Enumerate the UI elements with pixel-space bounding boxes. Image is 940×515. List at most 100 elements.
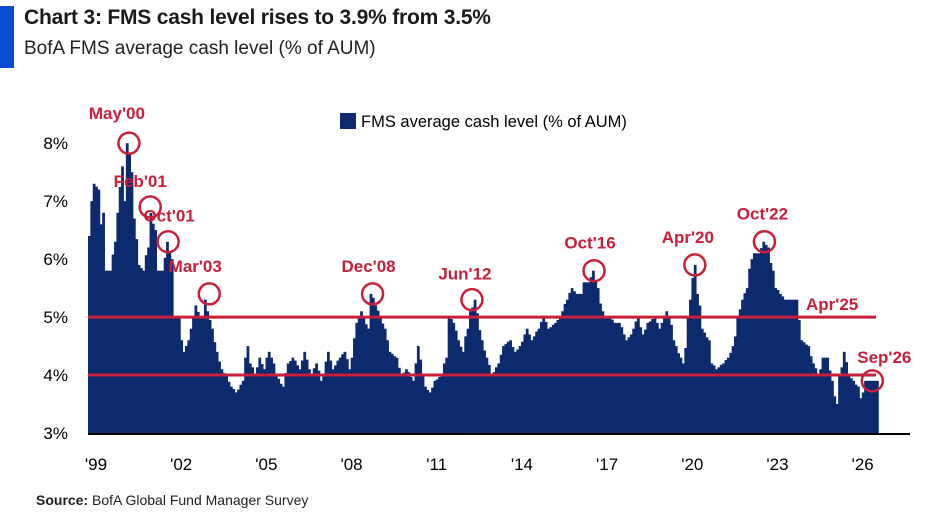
bar — [459, 346, 463, 433]
bar — [327, 351, 330, 433]
bar — [589, 277, 593, 433]
bar — [828, 370, 832, 433]
bar — [724, 360, 728, 433]
bar — [211, 328, 214, 433]
x-tick-label: '26 — [852, 455, 874, 474]
bar — [225, 375, 229, 433]
bar — [547, 328, 550, 433]
bar — [466, 328, 470, 433]
bar — [386, 340, 389, 433]
bar — [293, 360, 297, 433]
annotation-label: Feb'01 — [114, 172, 167, 191]
bar — [601, 311, 605, 433]
x-tick-label: '11 — [426, 455, 447, 474]
annotation-label: Oct'01 — [143, 207, 194, 226]
bar — [433, 380, 437, 433]
bar — [566, 299, 569, 433]
bar — [632, 328, 636, 433]
bar — [350, 357, 354, 433]
bar — [395, 357, 399, 433]
title-accent-bar — [0, 6, 14, 68]
annotation-circle — [197, 282, 222, 306]
annotation-label: Apr'20 — [662, 228, 714, 247]
annotation-circle — [117, 131, 141, 155]
bar — [227, 381, 231, 433]
bar — [639, 327, 643, 433]
bar — [114, 241, 117, 433]
bar — [128, 153, 131, 433]
y-tick-label: 7% — [43, 192, 68, 211]
bar — [490, 375, 494, 433]
legend-swatch — [340, 113, 356, 129]
bar — [570, 288, 574, 433]
bar — [783, 299, 787, 433]
bar — [272, 363, 276, 433]
bar — [684, 347, 688, 433]
bar — [826, 357, 830, 433]
bar — [729, 352, 733, 433]
bar — [381, 323, 385, 433]
bar — [267, 351, 271, 433]
bar — [499, 354, 503, 433]
bar — [771, 270, 775, 433]
y-tick-label: 5% — [43, 308, 68, 327]
bar — [222, 373, 226, 433]
bar — [440, 375, 444, 433]
bar — [767, 247, 770, 433]
bar — [563, 304, 567, 433]
bar — [845, 362, 849, 433]
bar — [234, 392, 238, 433]
bar — [414, 363, 418, 433]
bar — [206, 311, 210, 433]
bar — [762, 241, 766, 433]
bar — [353, 338, 356, 433]
bar — [620, 327, 624, 433]
bar — [461, 351, 465, 433]
bar — [584, 282, 588, 433]
bar — [838, 375, 841, 433]
x-tick-label: '08 — [340, 455, 362, 474]
bar — [670, 324, 673, 433]
bar — [703, 332, 707, 433]
bar — [310, 375, 314, 433]
annotation-circle — [156, 229, 180, 254]
bar — [831, 380, 834, 433]
bar — [376, 310, 380, 433]
bar — [734, 336, 737, 433]
bar — [511, 347, 515, 433]
bar — [655, 322, 659, 433]
bar — [833, 396, 837, 433]
bar — [180, 340, 184, 433]
bar — [717, 367, 721, 433]
bar — [568, 292, 572, 433]
bar — [816, 375, 820, 433]
bar — [793, 299, 796, 433]
bar — [700, 328, 704, 433]
bar — [400, 375, 404, 433]
bar — [156, 270, 160, 433]
bar — [106, 270, 110, 433]
bar — [532, 336, 536, 433]
bar — [705, 337, 709, 433]
annotation-label: Oct'16 — [564, 234, 615, 253]
annotation-circle — [138, 195, 162, 219]
bar — [594, 280, 598, 433]
bar — [807, 346, 811, 433]
bar — [641, 334, 645, 433]
bar — [778, 293, 782, 433]
bar — [274, 375, 278, 433]
bar — [679, 357, 683, 433]
bar — [215, 351, 219, 433]
bar — [741, 299, 744, 433]
bar — [151, 223, 155, 433]
bar — [424, 386, 427, 433]
bar — [118, 186, 122, 433]
bar — [802, 342, 806, 433]
bar — [322, 373, 326, 433]
bar — [248, 363, 252, 433]
bar — [163, 257, 167, 433]
bar — [800, 340, 804, 433]
bar — [696, 293, 699, 433]
annotation-label: Oct'22 — [737, 205, 788, 224]
